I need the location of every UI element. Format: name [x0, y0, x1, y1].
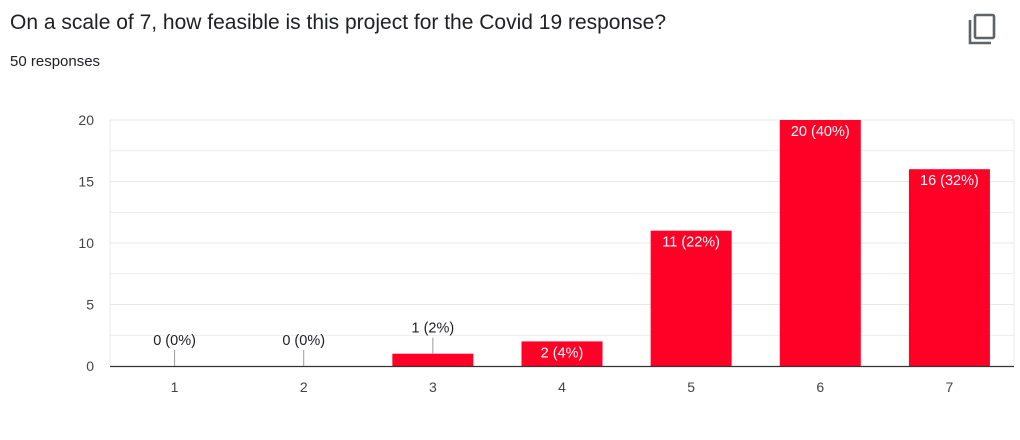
bar — [650, 230, 732, 366]
grid-lines — [109, 119, 1015, 366]
x-axis-ticks: 1 2 3 4 5 6 7 — [171, 379, 954, 395]
y-tick-label: 15 — [78, 174, 94, 190]
data-label: 11 (22%) — [662, 235, 720, 251]
y-axis-ticks: 0 5 10 15 20 — [78, 112, 94, 374]
data-label: 1 (2%) — [411, 321, 454, 337]
x-tick-label: 6 — [816, 379, 824, 395]
response-count: 50 responses — [10, 53, 101, 70]
bars — [392, 120, 990, 366]
x-tick-label: 7 — [946, 379, 954, 395]
bar — [779, 120, 861, 366]
x-tick-label: 3 — [429, 379, 437, 395]
bar — [908, 169, 990, 366]
x-tick-label: 1 — [171, 379, 179, 395]
y-tick-label: 0 — [86, 358, 94, 374]
x-tick-label: 4 — [558, 379, 566, 395]
question-title: On a scale of 7, how feasible is this pr… — [10, 11, 667, 34]
data-label: 16 (32%) — [920, 173, 979, 189]
y-tick-label: 20 — [78, 112, 94, 128]
x-tick-label: 2 — [300, 379, 308, 395]
y-tick-label: 10 — [78, 235, 94, 251]
data-labels: 0 (0%) 0 (0%) 1 (2%) 2 (4%) 11 (22%) 20 (40%)… — [153, 124, 979, 366]
x-tick-label: 5 — [687, 379, 695, 395]
bar — [521, 341, 603, 366]
data-label: 2 (4%) — [541, 345, 584, 361]
copy-icon — [968, 13, 996, 45]
bar — [392, 353, 474, 366]
data-label: 0 (0%) — [282, 333, 325, 349]
data-label: 20 (40%) — [791, 124, 850, 140]
copy-chart-button[interactable] — [964, 12, 1000, 48]
y-tick-label: 5 — [86, 297, 94, 313]
data-label: 0 (0%) — [153, 333, 196, 349]
